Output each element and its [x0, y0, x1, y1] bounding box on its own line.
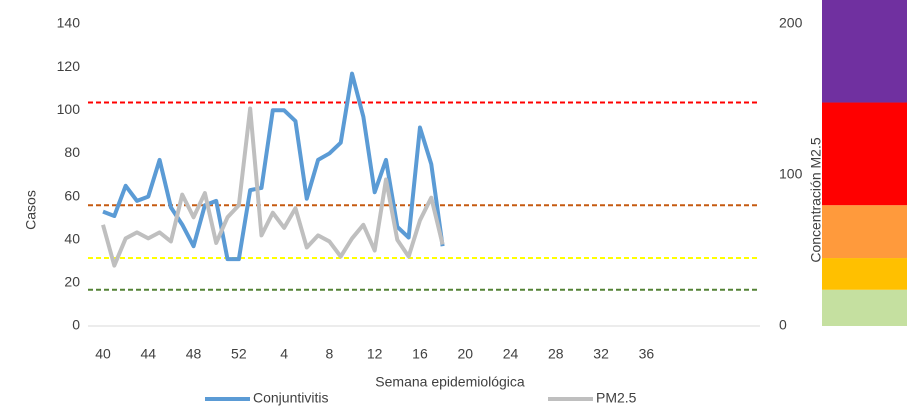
x-tick-label: 12	[367, 346, 383, 362]
y-tick-label: 80	[64, 144, 80, 160]
y-tick-label: 0	[72, 317, 80, 333]
legend-label: Conjuntivitis	[253, 390, 328, 406]
y-tick-label: 60	[64, 187, 80, 203]
color-band	[822, 289, 907, 326]
y-axis-label: Casos	[23, 190, 39, 230]
y-tick-label: 140	[57, 15, 81, 31]
y2-tick-label: 200	[779, 15, 803, 31]
series-line	[102, 71, 445, 262]
y-tick-label: 100	[57, 101, 81, 117]
x-tick-label: 44	[140, 346, 156, 362]
y-tick-label: 40	[64, 230, 80, 246]
series-line	[101, 106, 445, 268]
x-tick-label: 40	[95, 346, 111, 362]
x-tick-label: 8	[326, 346, 334, 362]
x-tick-label: 28	[548, 346, 564, 362]
color-band	[822, 205, 907, 259]
x-tick-label: 4	[280, 346, 288, 362]
x-tick-label: 24	[503, 346, 519, 362]
y-tick-label: 120	[57, 58, 81, 74]
y-tick-label: 20	[64, 274, 80, 290]
x-tick-label: 36	[639, 346, 655, 362]
x-tick-label: 16	[412, 346, 428, 362]
y2-tick-label: 0	[779, 317, 787, 333]
x-tick-label: 52	[231, 346, 247, 362]
color-band	[822, 258, 907, 290]
color-band	[822, 0, 907, 103]
y2-tick-label: 100	[779, 166, 803, 182]
x-axis-label: Semana epidemiológica	[375, 374, 525, 390]
x-tick-label: 48	[186, 346, 202, 362]
color-band	[822, 102, 907, 206]
y2-axis-label: Concentración M2.5	[808, 137, 824, 263]
legend-label: PM2.5	[596, 390, 637, 406]
x-tick-label: 20	[457, 346, 473, 362]
x-tick-label: 32	[593, 346, 609, 362]
